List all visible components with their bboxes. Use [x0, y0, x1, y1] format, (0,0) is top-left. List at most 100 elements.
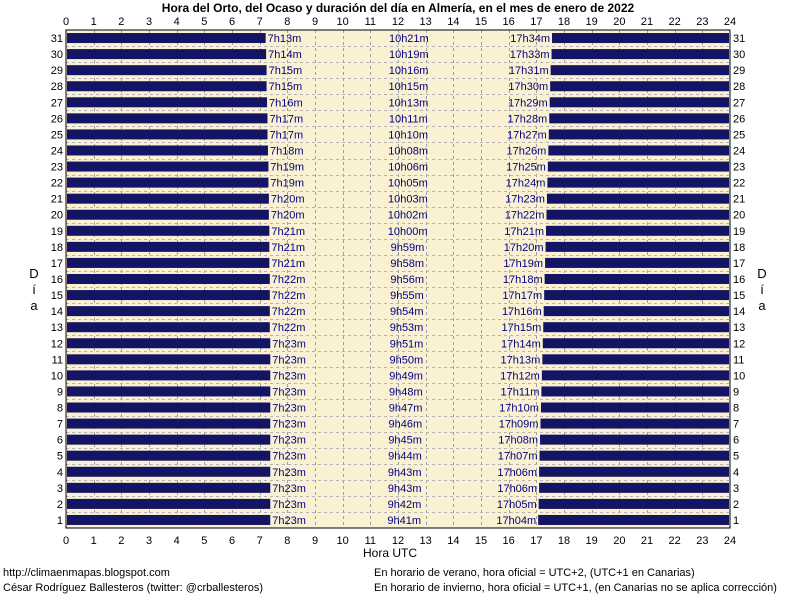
daylength-label: 9h44m: [388, 451, 422, 463]
sunset-label: 17h19m: [503, 258, 543, 270]
sunset-label: 17h18m: [503, 274, 543, 286]
x-tick-label-top: 23: [696, 16, 708, 28]
footer-note-winter: En horario de invierno, hora oficial = U…: [374, 582, 777, 594]
night-bar-morning: [67, 354, 271, 365]
x-tick-label-top: 15: [475, 16, 487, 28]
x-tick-label-bottom: 4: [174, 535, 180, 547]
night-bar-evening: [549, 113, 729, 124]
y-tick-label-right: 10: [733, 370, 745, 382]
y-tick-label-left: 28: [51, 81, 63, 93]
night-bar-evening: [549, 97, 729, 108]
daylength-label: 9h58m: [390, 258, 424, 270]
x-tick-label-bottom: 15: [475, 535, 487, 547]
sunrise-label: 7h21m: [271, 242, 305, 254]
x-tick-label-top: 3: [146, 16, 152, 28]
x-tick-label-bottom: 17: [530, 535, 542, 547]
x-tick-label-top: 21: [641, 16, 653, 28]
y-tick-label-right: 21: [733, 194, 745, 206]
y-tick-label-right: 16: [733, 274, 745, 286]
sunrise-label: 7h21m: [271, 226, 305, 238]
daylength-label: 9h43m: [388, 483, 422, 495]
daylength-label: 9h41m: [387, 515, 421, 527]
night-bar-morning: [67, 113, 268, 124]
sunset-label: 17h16m: [502, 306, 542, 318]
sunset-label: 17h29m: [508, 97, 548, 109]
daylength-label: 10h13m: [388, 97, 428, 109]
sunset-label: 17h23m: [505, 194, 545, 206]
y-tick-label-right: 14: [733, 306, 745, 318]
y-tick-label-left: 26: [51, 113, 63, 125]
y-tick-label-left: 5: [57, 451, 63, 463]
daylength-label: 9h45m: [388, 435, 422, 447]
night-bar-morning: [67, 145, 268, 156]
x-tick-label-top: 20: [613, 16, 625, 28]
sunrise-label: 7h23m: [272, 419, 306, 431]
daylength-label: 10h08m: [388, 145, 428, 157]
x-tick-label-top: 24: [724, 16, 736, 28]
night-bar-morning: [67, 225, 270, 236]
x-tick-label-bottom: 16: [503, 535, 515, 547]
x-tick-label-top: 19: [586, 16, 598, 28]
x-tick-label-bottom: 6: [229, 535, 235, 547]
sunrise-label: 7h14m: [268, 49, 302, 61]
sunrise-label: 7h23m: [272, 403, 306, 415]
sunset-label: 17h26m: [507, 145, 547, 157]
sunset-label: 17h30m: [508, 81, 548, 93]
y-tick-label-right: 3: [733, 483, 739, 495]
sunset-label: 17h12m: [500, 370, 540, 382]
sunset-label: 17h09m: [499, 419, 539, 431]
sunrise-label: 7h17m: [270, 113, 304, 125]
x-tick-label-top: 11: [365, 16, 376, 28]
sunset-label: 17h20m: [504, 242, 544, 254]
y-tick-label-left: 21: [51, 194, 63, 206]
sunset-label: 17h21m: [504, 226, 544, 238]
daylength-label: 9h46m: [389, 419, 423, 431]
daylength-label: 9h49m: [389, 370, 423, 382]
sunset-label: 17h22m: [505, 210, 545, 222]
daylength-label: 9h50m: [389, 354, 423, 366]
daylength-label: 9h47m: [389, 403, 423, 415]
sunset-label: 17h06m: [497, 483, 537, 495]
y-tick-label-right: 28: [733, 81, 745, 93]
night-bar-morning: [67, 193, 269, 204]
night-bar-evening: [541, 386, 729, 397]
daylength-label: 9h48m: [389, 386, 423, 398]
y-tick-label-left: 22: [51, 178, 63, 190]
y-tick-label-right: 12: [733, 338, 745, 350]
x-tick-label-bottom: 18: [558, 535, 570, 547]
night-bar-morning: [67, 306, 270, 317]
night-bar-evening: [550, 65, 729, 76]
sunset-label: 17h25m: [506, 162, 546, 174]
x-tick-label-top: 9: [312, 16, 318, 28]
x-tick-label-bottom: 1: [91, 535, 97, 547]
daylength-label: 10h11m: [389, 113, 428, 125]
daylength-label: 9h43m: [388, 467, 422, 479]
sunrise-label: 7h23m: [272, 467, 306, 479]
y-tick-label-right: 23: [733, 162, 745, 174]
y-tick-label-right: 6: [733, 435, 739, 447]
daylength-label: 10h06m: [388, 162, 428, 174]
y-tick-label-right: 15: [733, 290, 745, 302]
y-tick-label-left: 15: [51, 290, 63, 302]
y-tick-label-right: 18: [733, 242, 745, 254]
sunrise-label: 7h16m: [269, 97, 303, 109]
y-tick-label-left: 16: [51, 274, 63, 286]
x-tick-label-top: 10: [337, 16, 349, 28]
night-bar-morning: [67, 290, 270, 301]
plot-frame: [65, 29, 731, 529]
y-tick-label-left: 6: [57, 435, 63, 447]
x-tick-label-top: 12: [392, 16, 404, 28]
sunrise-label: 7h20m: [271, 210, 305, 222]
footer-url[interactable]: http://climaenmapas.blogspot.com: [3, 567, 170, 579]
sunrise-label: 7h21m: [271, 258, 305, 270]
sunrise-label: 7h20m: [271, 194, 305, 206]
daylength-label: 10h19m: [389, 49, 429, 61]
night-bar-evening: [539, 482, 729, 493]
y-tick-label-left: 9: [57, 386, 63, 398]
x-tick-label-top: 4: [174, 16, 180, 28]
y-tick-label-right: 29: [733, 65, 745, 77]
daylength-label: 9h56m: [390, 274, 424, 286]
x-tick-label-bottom: 12: [392, 535, 404, 547]
night-bar-evening: [540, 402, 729, 413]
